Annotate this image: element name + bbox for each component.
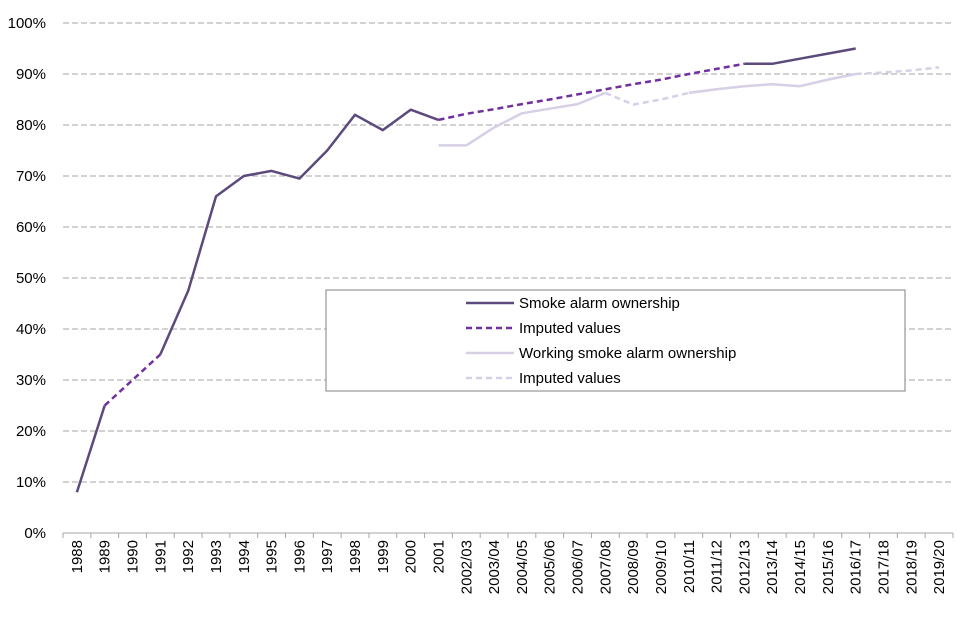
x-tick-label: 2009/10 [653, 540, 670, 594]
x-tick-label: 2000 [403, 540, 420, 573]
x-tick-label: 1989 [97, 540, 114, 573]
series-line-2 [103, 353, 162, 407]
x-tick-label: 2001 [430, 540, 447, 573]
y-tick-label: 30% [16, 372, 46, 389]
x-tick-label: 2005/06 [542, 540, 559, 594]
y-tick-label: 70% [16, 168, 46, 185]
legend-box [325, 289, 906, 392]
legend-label: Smoke alarm ownership [519, 295, 680, 312]
x-tick-label: 1988 [69, 540, 86, 573]
x-tick-label: 1998 [347, 540, 364, 573]
x-tick-label: 1996 [291, 540, 308, 573]
x-tick-label: 2010/11 [681, 540, 698, 593]
y-tick-label: 50% [16, 270, 46, 287]
x-tick-label: 2004/05 [514, 540, 531, 594]
series-line-1 [744, 47, 856, 66]
series-line-1 [159, 108, 439, 356]
y-tick-label: 20% [16, 423, 46, 440]
x-tick-label: 1992 [180, 540, 197, 573]
series-line-4 [855, 66, 940, 76]
x-tick-label: 1993 [208, 540, 225, 573]
x-tick-label: 1990 [125, 540, 142, 573]
x-tick-label: 2016/17 [848, 540, 865, 594]
data-series [75, 47, 940, 493]
x-tick-label: 1991 [152, 540, 169, 573]
y-tick-label: 10% [16, 474, 46, 491]
x-tick-label: 1997 [319, 540, 336, 573]
legend-label: Imputed values [519, 370, 621, 387]
x-tick-label: 2018/19 [903, 540, 920, 594]
x-tick-label: 2017/18 [875, 540, 892, 594]
x-axis: 1988 1989 1990 1991 1992 1993 1994 1995 1996 1997… [62, 533, 954, 594]
series-line-3 [688, 72, 856, 95]
x-tick-label: 1995 [264, 540, 281, 573]
y-tick-label: 0% [24, 525, 46, 542]
y-tick-label: 100% [8, 15, 46, 32]
legend-label: Imputed values [519, 320, 621, 337]
x-tick-label: 2013/14 [764, 540, 781, 594]
legend-label: Working smoke alarm ownership [519, 345, 736, 362]
x-tick-label: 2014/15 [792, 540, 809, 594]
series-line-4 [604, 91, 690, 106]
y-tick-label: 90% [16, 66, 46, 83]
x-tick-label: 2007/08 [597, 540, 614, 594]
series-line-3 [438, 91, 606, 147]
legend: Smoke alarm ownership Imputed values Worki… [325, 289, 906, 392]
x-tick-label: 2011/12 [709, 540, 726, 593]
x-tick-label: 2008/09 [625, 540, 642, 594]
x-tick-label: 2019/20 [931, 540, 948, 594]
y-tick-label: 80% [16, 117, 46, 134]
x-tick-label: 2006/07 [570, 540, 587, 594]
series-line-1 [75, 405, 106, 493]
x-tick-label: 2015/16 [820, 540, 837, 594]
x-tick-label: 1994 [236, 540, 253, 573]
x-tick-label: 2002/03 [458, 540, 475, 594]
y-tick-label: 40% [16, 321, 46, 338]
x-tick-label: 1999 [375, 540, 392, 573]
x-tick-label: 2012/13 [736, 540, 753, 594]
gridlines [63, 22, 953, 534]
y-axis: 0% 10% 20% 30% 40% 50% 60% 70% 80% 90% 100% [8, 15, 46, 542]
x-tick-label: 2003/04 [486, 540, 503, 594]
series-line-2 [438, 62, 745, 122]
y-tick-label: 60% [16, 219, 46, 236]
